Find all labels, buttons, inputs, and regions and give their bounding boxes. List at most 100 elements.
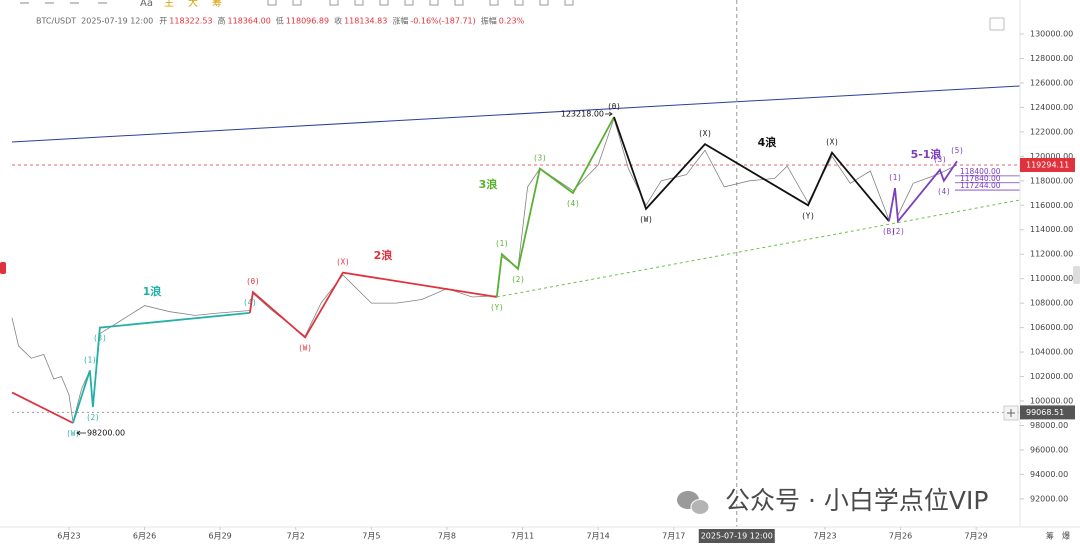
tool-icon <box>354 0 364 6</box>
wave-point-label: (1) <box>495 239 509 248</box>
wave-point-label: (4) <box>566 199 580 208</box>
side-toggle[interactable] <box>1073 266 1080 284</box>
x-tick-label: 7月2 <box>287 532 305 541</box>
tool-button[interactable]: 大 <box>188 0 198 9</box>
header-text: 低 <box>276 16 284 26</box>
y-tick-label: 118000.00 <box>1030 176 1073 185</box>
header-text: -0.16%(-187.71) <box>410 17 475 26</box>
y-tick-label: 128000.00 <box>1030 54 1073 63</box>
wave-point-label: (4) <box>243 298 257 307</box>
tool-button[interactable]: Aa <box>140 0 153 9</box>
tool-icon <box>329 0 339 6</box>
x-tick-label: 7月8 <box>438 532 456 541</box>
plus-icon <box>1007 409 1015 417</box>
y-tick-label: 108000.00 <box>1030 299 1073 308</box>
x-tick-label: 6月26 <box>133 532 156 541</box>
wave-name: 3浪 <box>479 177 498 191</box>
y-tick-label: 104000.00 <box>1030 348 1073 357</box>
x-tick-label: 7月23 <box>813 532 836 541</box>
header-text: 开 <box>159 17 167 26</box>
crosshair-date-label: 2025-07-19 12:00 <box>701 532 773 541</box>
y-tick-label: 124000.00 <box>1030 103 1073 112</box>
footer-button[interactable]: 爆 <box>1062 531 1070 541</box>
wave-point-label: (1) <box>83 355 97 364</box>
header-text: 收 <box>334 16 342 26</box>
watermark-logo <box>677 491 710 515</box>
level-label: 117244.00 <box>960 181 1001 190</box>
y-tick-label: 102000.00 <box>1030 372 1073 381</box>
y-tick-label: 116000.00 <box>1030 201 1073 210</box>
wave-point-label: (5) <box>950 146 964 155</box>
wave-point-label: (W) <box>298 343 312 352</box>
wave-line <box>613 116 890 222</box>
y-tick-label: 112000.00 <box>1030 250 1073 259</box>
y-tick-label: 126000.00 <box>1030 78 1073 87</box>
header-text: 涨幅 <box>392 16 408 26</box>
x-tick-label: 6月23 <box>57 532 80 541</box>
tool-button[interactable]: 主 <box>164 0 174 9</box>
header-text: 0.23% <box>499 17 525 26</box>
y-tick-label: 120000.00 <box>1030 152 1073 161</box>
fullscreen-button[interactable] <box>989 17 1005 31</box>
wave-point-label: (2) <box>891 227 905 236</box>
crosshair-date-box <box>698 529 775 543</box>
tool-button[interactable]: 筹 <box>212 0 222 9</box>
tool-icon <box>292 0 302 6</box>
wave-point-label: (X) <box>825 138 839 147</box>
header-text: 118134.83 <box>344 17 387 26</box>
wave-point-label: (θ) <box>607 102 621 111</box>
y-tick-label: 94000.00 <box>1030 470 1068 479</box>
wave-point-label: (3) <box>93 334 107 343</box>
watermark: 公众号 · 小白学点位VIP <box>725 486 988 515</box>
current-price-box <box>1020 157 1075 172</box>
y-tick-label: 92000.00 <box>1030 494 1068 503</box>
wave-name: 2浪 <box>374 248 393 262</box>
wave-point-label: (3) <box>933 155 947 164</box>
wave-point-label: (4) <box>937 187 951 196</box>
wave-line <box>72 312 250 424</box>
x-tick-label: 7月29 <box>965 532 988 541</box>
level-label: 118400.00 <box>960 167 1001 176</box>
header-text: 118322.53 <box>169 17 212 26</box>
wave-name: 1浪 <box>143 284 162 298</box>
annotation-arrow <box>605 111 613 117</box>
y-tick-label: 110000.00 <box>1030 274 1073 283</box>
wave-line <box>888 160 958 224</box>
header-text: 118364.00 <box>228 17 271 26</box>
x-tick-label: 7月11 <box>511 532 534 541</box>
header-text: 振幅 <box>481 16 497 26</box>
current-price-label: 119294.11 <box>1026 160 1069 169</box>
annotation-arrow <box>76 430 86 436</box>
y-tick-label: 100000.00 <box>1030 396 1073 405</box>
x-tick-label: 6月29 <box>209 532 232 541</box>
wave-point-label: (B) <box>882 227 896 236</box>
tool-icon <box>564 0 574 6</box>
wave-point-label: (2) <box>86 413 100 422</box>
toolbar: Aa 主 大 筹 <box>20 0 574 9</box>
footer-button[interactable]: 筹 <box>1046 531 1054 541</box>
y-tick-label: 106000.00 <box>1030 323 1073 332</box>
tool-icon <box>539 0 549 6</box>
tool-icon <box>514 0 524 6</box>
level-label: 117840.00 <box>960 174 1001 183</box>
header-text: 2025-07-19 12:00 <box>81 17 153 26</box>
side-marker[interactable] <box>0 262 6 274</box>
y-tick-label: 98000.00 <box>1030 421 1068 430</box>
wave-point-label: (2) <box>511 275 525 284</box>
wave-point-label: (θ) <box>246 277 260 286</box>
wave-point-label: (X) <box>698 129 712 138</box>
wave-line <box>11 391 74 424</box>
wave-point-label: (Y) <box>490 303 504 312</box>
x-tick-label: 7月14 <box>587 532 610 541</box>
wave-point-label: (W) <box>639 215 653 224</box>
header-text: 高 <box>218 16 226 26</box>
tool-icon <box>404 0 414 6</box>
price-annotation: 98200.00 <box>87 429 125 438</box>
tool-icon <box>379 0 389 6</box>
wave-line <box>495 116 615 298</box>
tool-icon <box>429 0 439 6</box>
x-tick-label: 7月5 <box>362 532 380 541</box>
header-text: BTC/USDT <box>36 17 76 26</box>
